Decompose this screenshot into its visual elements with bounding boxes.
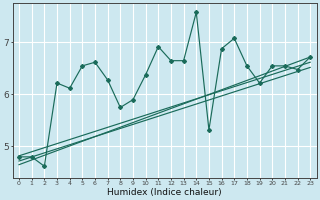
- X-axis label: Humidex (Indice chaleur): Humidex (Indice chaleur): [107, 188, 222, 197]
